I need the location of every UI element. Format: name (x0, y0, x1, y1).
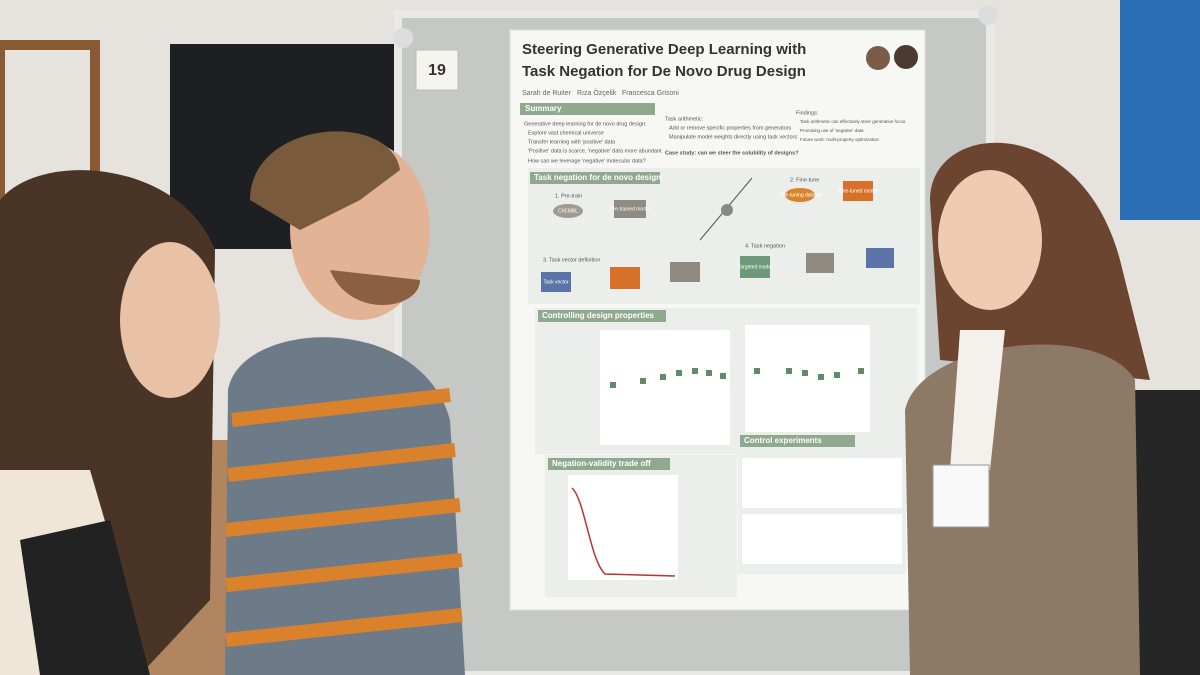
shape-group (225, 388, 463, 647)
scene-shape (866, 248, 894, 268)
scene-shape (950, 330, 1005, 470)
scene-shape (786, 368, 792, 374)
scene-shape (745, 325, 870, 437)
scene-shape (858, 368, 864, 374)
scene-shape (548, 458, 670, 470)
poster-title: Steering Generative Deep Learning with (522, 41, 806, 58)
scene-shape (225, 337, 465, 675)
scene-shape (1130, 390, 1200, 675)
author: Francesca Grisoni (622, 90, 679, 97)
scene-shape (676, 370, 682, 376)
node-label: Fine-tuned model (839, 188, 878, 194)
node-label: Task vector (543, 279, 569, 285)
scene-shape (600, 330, 730, 445)
step-label: 2. Fine-tune (790, 177, 819, 183)
case-study: Case study: can we steer the solubility … (665, 150, 799, 156)
shape-group (610, 368, 864, 388)
scene-shape (568, 475, 678, 580)
scene-shape (742, 458, 902, 508)
node-label: Fine-tuning dataset (779, 192, 822, 198)
scene-shape (742, 514, 902, 564)
scene-shape (393, 28, 413, 48)
node-label: Targeted model (738, 264, 772, 270)
scene-shape (538, 310, 666, 322)
scene-shape (866, 46, 890, 70)
board-number: 19 (428, 62, 446, 79)
scene-shape (740, 435, 855, 447)
section-heading: Control experiments (744, 436, 822, 445)
scene-shape (692, 368, 698, 374)
scene-shape (571, 487, 676, 577)
scene-shape (530, 172, 660, 184)
step-label: 3. Task vector definition (543, 257, 600, 263)
scene-shape (225, 553, 463, 592)
finding-item: Promising use of 'negative' data (800, 128, 864, 133)
scene-shape (614, 200, 646, 218)
summary-item: How can we leverage 'negative' molecular… (528, 158, 646, 164)
arith-item: Manipulate model weights directly using … (669, 134, 797, 140)
scene-shape (660, 374, 666, 380)
scene-shape (706, 370, 712, 376)
scene-shape (330, 270, 420, 305)
summary-item: Explore vast chemical universe (528, 130, 604, 136)
node-label: Pre-trained model (610, 206, 650, 212)
column-heading: Findings: (796, 110, 819, 116)
scene-shape (610, 267, 640, 289)
scene-shape (740, 256, 770, 278)
scene-shape (541, 272, 571, 292)
scene-shape (806, 253, 834, 273)
step-label: 1. Pre-train (555, 193, 582, 199)
scene-shape (670, 262, 700, 282)
scene-shape (231, 388, 451, 427)
step-label: 4. Task negation (745, 243, 785, 249)
scene-shape (834, 372, 840, 378)
finding-item: Future work: multi-property optimization (800, 137, 880, 142)
scene-shape (415, 49, 459, 91)
scene-shape (843, 181, 873, 201)
scene-shape (1120, 0, 1200, 220)
column-heading: Task arithmetic: (665, 116, 704, 122)
author: Rıza Özçelik (577, 89, 617, 97)
scene-shape (225, 498, 461, 537)
scene-shape (20, 520, 150, 675)
poster-title: Task Negation for De Novo Drug Design (522, 63, 806, 80)
scene-shape (225, 608, 463, 647)
summary-item: Generative deep learning for de novo dru… (524, 121, 647, 127)
section-heading: Negation-validity trade off (552, 459, 651, 468)
scene-shape (978, 5, 998, 25)
scene-shape (720, 373, 726, 379)
section-heading: Controlling design properties (542, 311, 655, 320)
section-heading: Summary (525, 104, 562, 113)
author: Sarah de Ruiter (522, 90, 572, 97)
scene-shape (754, 368, 760, 374)
scene-shape (785, 188, 815, 202)
arith-item: Add or remove specific properties from g… (669, 125, 792, 131)
scene-shape (640, 378, 646, 384)
scene-shape (721, 204, 733, 216)
scene-shape (553, 204, 583, 218)
finding-item: Task arithmetic can effectively steer ge… (800, 119, 906, 124)
scene-shape (520, 103, 655, 115)
scene-shape (250, 131, 400, 230)
summary-item: Transfer learning with 'positive' data (528, 139, 616, 145)
summary-item: 'Positive' data is scarce, 'negative' da… (528, 148, 662, 154)
scene-shape (932, 464, 990, 528)
scene-shape (610, 382, 616, 388)
scene-shape (894, 45, 918, 69)
scene-shape (227, 443, 456, 482)
scene-shape (802, 370, 808, 376)
scene-shape (938, 170, 1042, 310)
scene-shape (120, 242, 220, 398)
scene-shape (818, 374, 824, 380)
node-label: ChEMBL (558, 208, 578, 214)
section-heading: Task negation for de novo design (534, 173, 661, 182)
